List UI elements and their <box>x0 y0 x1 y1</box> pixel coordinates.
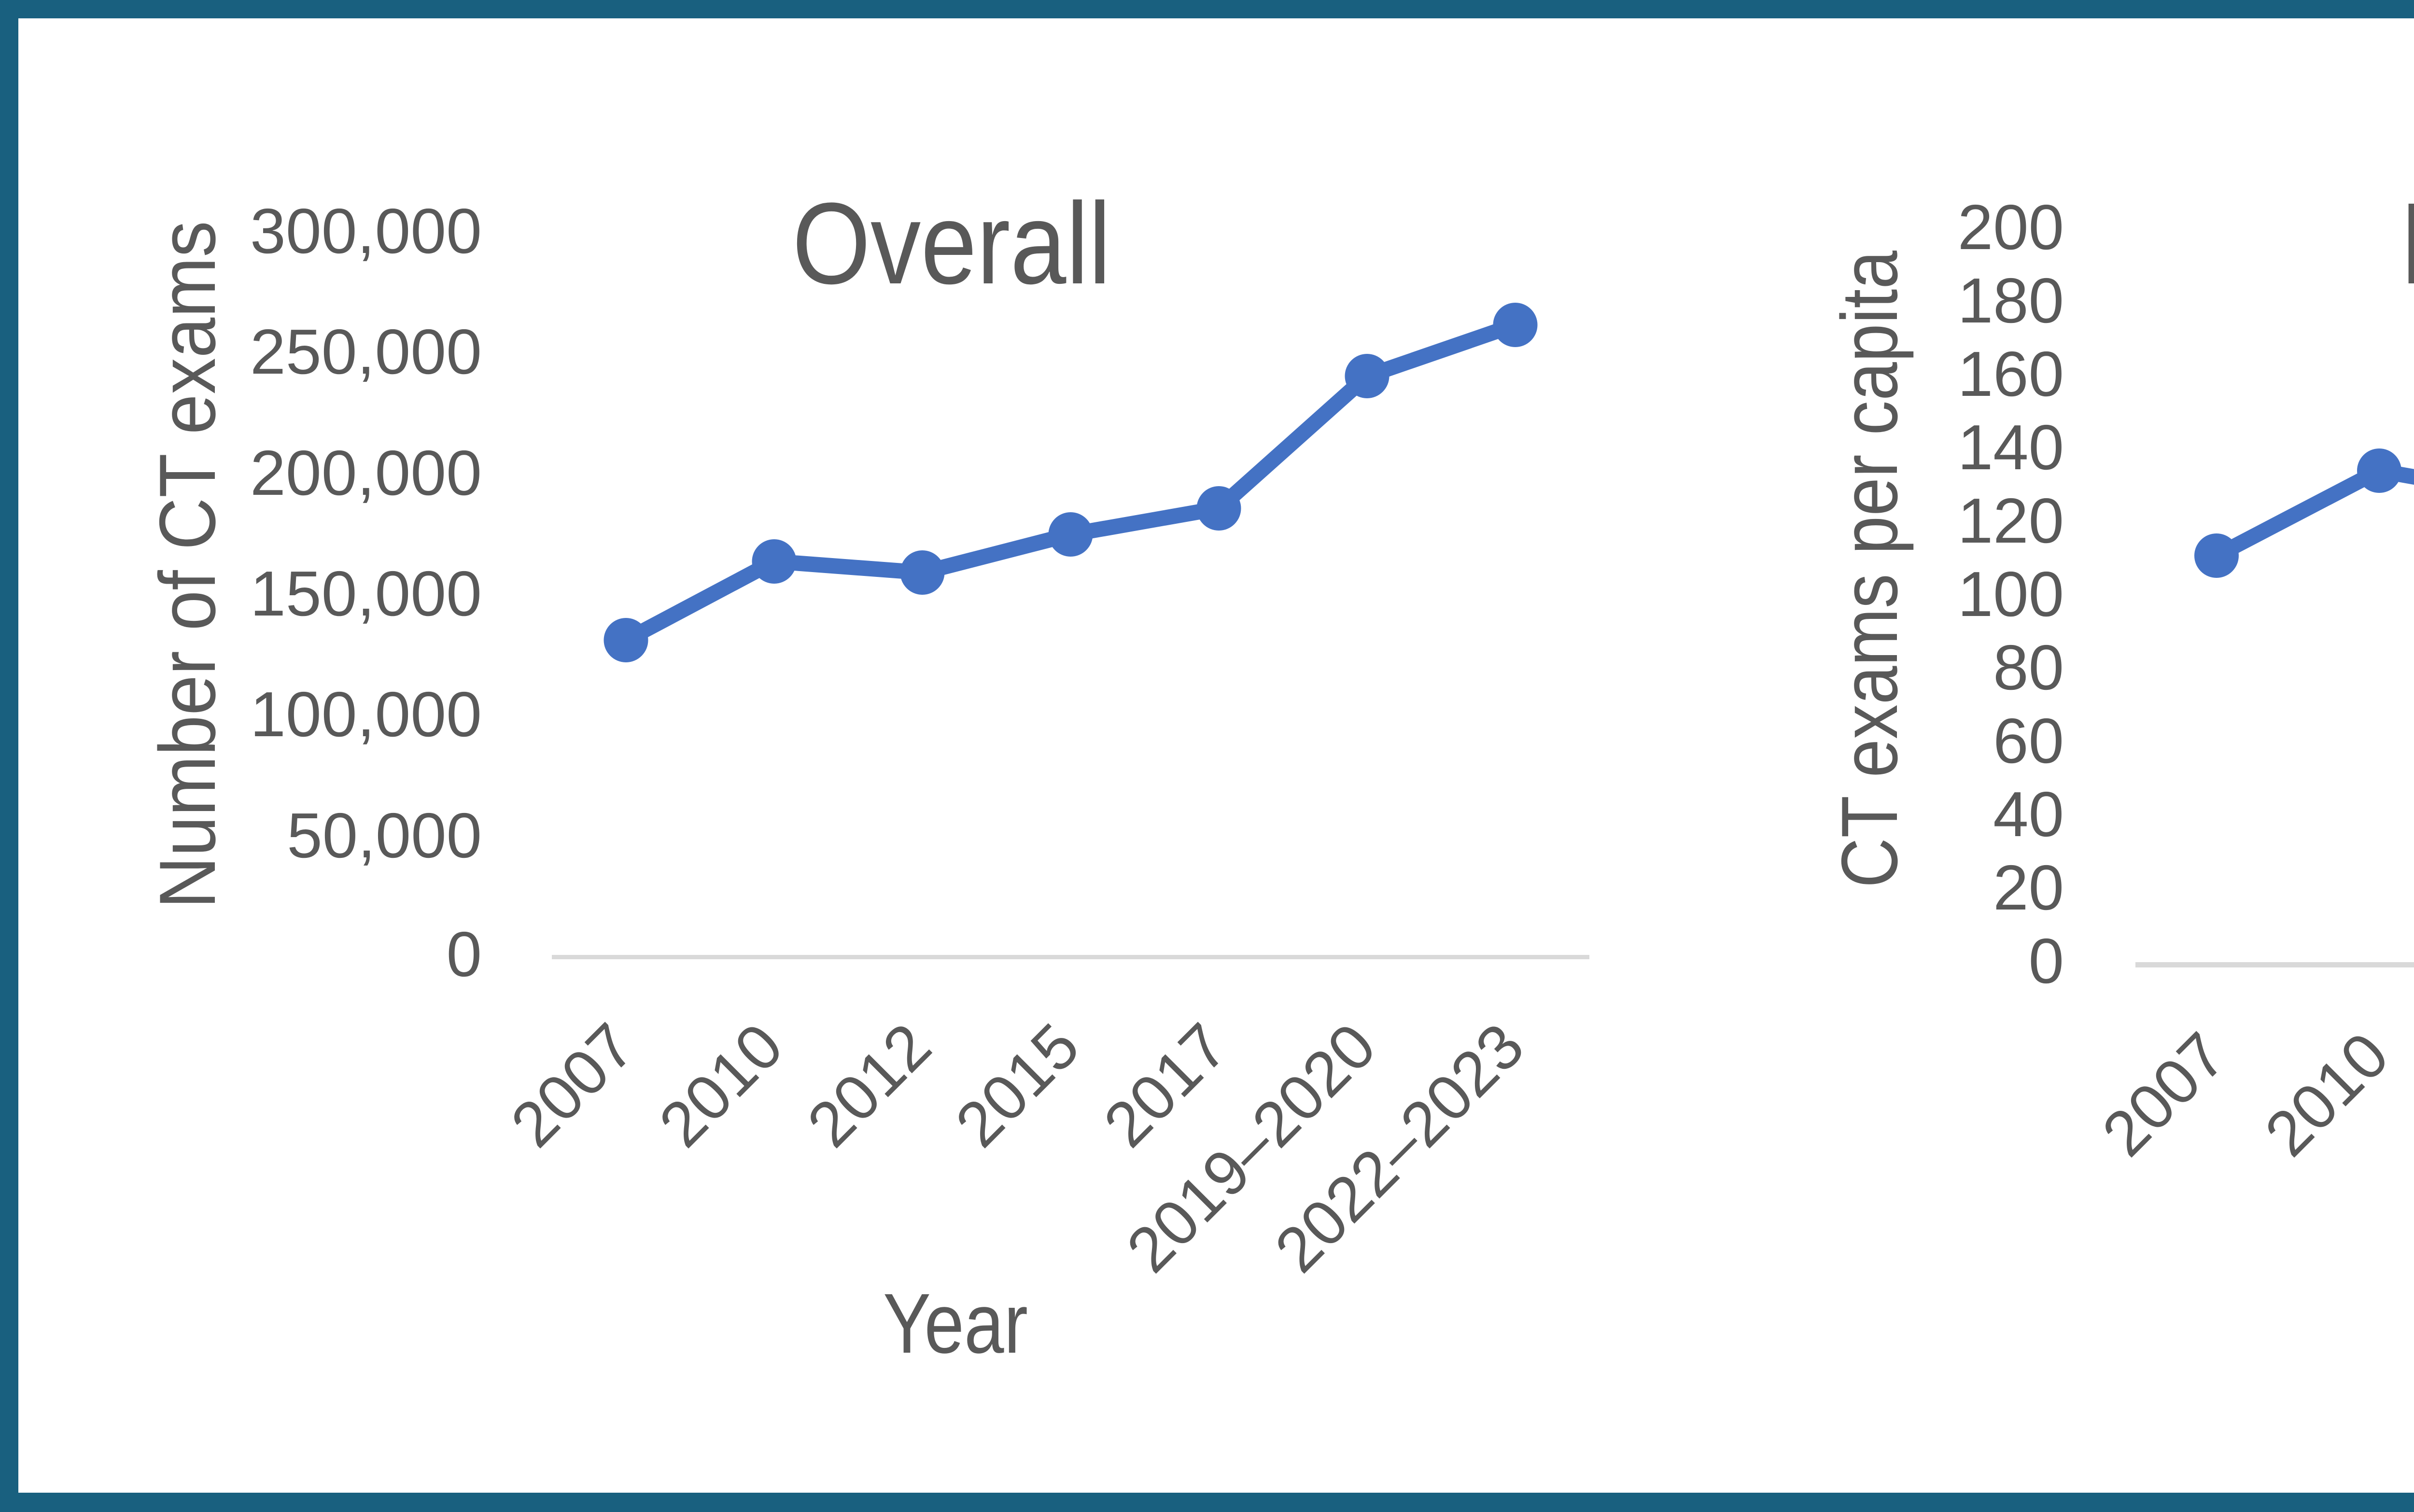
svg-text:150,000: 150,000 <box>250 558 482 629</box>
svg-text:80: 80 <box>1993 632 2064 703</box>
svg-text:200,000: 200,000 <box>250 437 482 508</box>
svg-text:Year: Year <box>883 1276 1028 1371</box>
svg-text:100,000: 100,000 <box>250 679 482 750</box>
svg-text:180: 180 <box>1958 265 2064 336</box>
svg-text:200: 200 <box>1958 192 2064 263</box>
svg-text:160: 160 <box>1958 338 2064 409</box>
svg-text:Number of CT exams: Number of CT exams <box>143 221 232 909</box>
svg-text:140: 140 <box>1958 412 2064 483</box>
svg-text:20: 20 <box>1993 852 2064 923</box>
svg-text:100: 100 <box>1958 559 2064 630</box>
svg-text:Overall: Overall <box>792 179 1111 308</box>
svg-text:300,000: 300,000 <box>250 196 482 266</box>
svg-text:0: 0 <box>2029 925 2064 996</box>
svg-text:250,000: 250,000 <box>250 316 482 387</box>
svg-text:CT exams per capita: CT exams per capita <box>1825 251 1914 888</box>
svg-text:40: 40 <box>1993 779 2064 850</box>
svg-text:0: 0 <box>447 919 482 990</box>
svg-text:Per capita: Per capita <box>2400 179 2414 308</box>
svg-text:50,000: 50,000 <box>287 800 482 871</box>
svg-text:120: 120 <box>1958 485 2064 556</box>
svg-text:60: 60 <box>1993 705 2064 776</box>
